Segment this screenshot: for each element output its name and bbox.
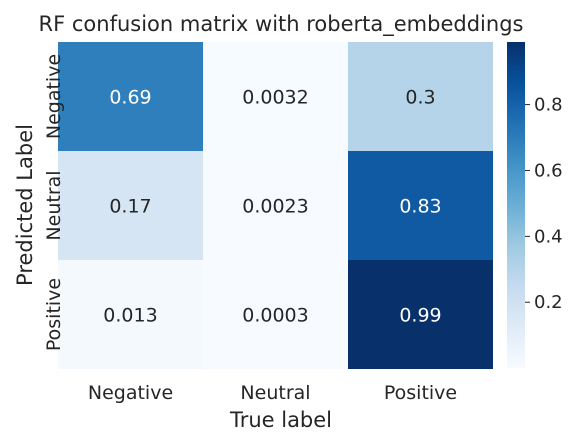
x-tick-labels: Negative Neutral Positive	[88, 382, 457, 404]
heatmap-cell-r1-c0	[58, 151, 203, 260]
cell-value-label: 0.99	[399, 305, 441, 327]
heatmap-cell-r0-c2	[348, 42, 493, 151]
cell-value-label: 0.0032	[242, 87, 308, 109]
chart-title: RF confusion matrix with roberta_embeddi…	[39, 12, 524, 37]
x-tick-label: Neutral	[240, 382, 310, 404]
colorbar: 0.2 0.4 0.6 0.8	[507, 42, 563, 368]
cell-value-label: 0.013	[103, 305, 157, 327]
colorbar-tick-label: 0.6	[534, 160, 563, 181]
y-axis-label: Predicted Label	[13, 124, 37, 286]
heatmap-cell-r1-c1	[203, 151, 348, 260]
colorbar-tick-label: 0.2	[534, 292, 563, 313]
colorbar-gradient	[507, 42, 525, 368]
cell-value-label: 0.69	[109, 87, 151, 109]
x-tick-label: Negative	[88, 382, 173, 404]
colorbar-tick-label: 0.8	[534, 95, 563, 116]
y-tick-label: Positive	[43, 278, 65, 351]
heatmap-cell-r1-c2	[348, 151, 493, 260]
y-tick-label: Negative	[43, 54, 65, 139]
cell-value-label: 0.3	[405, 87, 435, 109]
heatmap-cell-r2-c2	[348, 260, 493, 369]
y-tick-labels: Negative Neutral Positive	[43, 54, 65, 351]
cell-value-label: 0.17	[109, 196, 151, 218]
colorbar-ticks: 0.2 0.4 0.6 0.8	[525, 95, 563, 313]
x-axis-label: True label	[229, 408, 332, 432]
colorbar-tick-label: 0.4	[534, 226, 563, 247]
cell-value-label: 0.0003	[242, 305, 308, 327]
x-tick-label: Positive	[384, 382, 457, 404]
heatmap-cells: 0.69 0.0032 0.3 0.17 0.0023 0.83 0.013 0.0003 0.…	[58, 42, 493, 369]
heatmap-cell-r0-c0	[58, 42, 203, 151]
heatmap-cell-r2-c0	[58, 260, 203, 369]
heatmap-cell-r0-c1	[203, 42, 348, 151]
heatmap-cell-r2-c1	[203, 260, 348, 369]
cell-value-label: 0.0023	[242, 196, 308, 218]
y-tick-label: Neutral	[43, 170, 65, 240]
cell-value-label: 0.83	[399, 196, 441, 218]
